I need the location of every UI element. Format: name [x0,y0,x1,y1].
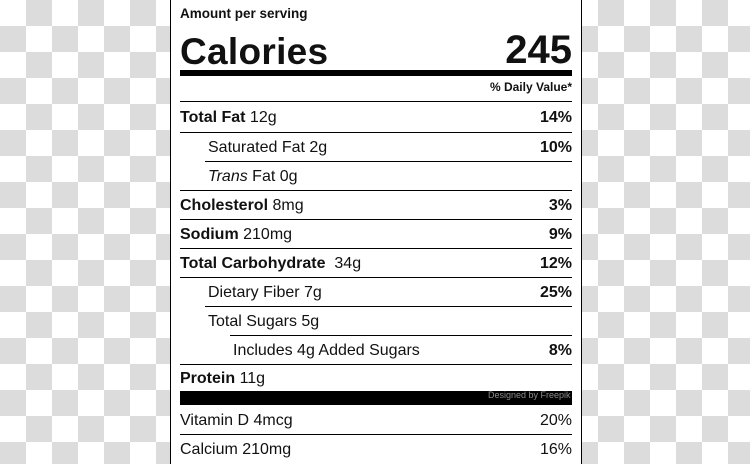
nutrition-facts-panel [170,0,582,464]
divider [205,306,572,307]
divider [180,190,572,191]
nutrient-amount: 12g [245,109,277,126]
daily-value-percent: 16% [539,441,572,458]
nutrient-row-protein: Protein 11g [180,365,572,393]
divider [205,161,572,162]
nutrient-row-total-carbohydrate: Total Carbohydrate 34g 12% [180,250,572,278]
nutrient-row-trans-fat: Trans Fat 0g [180,163,572,191]
daily-value-percent: 12% [539,255,572,272]
nutrient-row-vitamin-d: Vitamin D 4mcg 20% [180,407,572,435]
divider [230,335,572,336]
nutrient-row-total-sugars: Total Sugars 5g [180,308,572,336]
nutrient-amount: 11g [235,370,266,387]
thick-divider-protein [180,391,572,405]
nutrient-amount: 34g [325,255,362,272]
daily-value-percent: 9% [548,226,572,243]
nutrient-name: Total Carbohydrate [180,255,326,272]
daily-value-header: % Daily Value* [489,80,572,94]
nutrient-row-saturated-fat: Saturated Fat 2g 10% [180,134,572,162]
nutrient-name: Vitamin D 4mcg [180,412,293,429]
daily-value-percent: 8% [548,342,572,359]
daily-value-percent: 10% [539,139,572,156]
nutrient-name: Dietary Fiber 7g [208,284,322,301]
nutrient-name: Protein [180,370,236,387]
divider [180,248,572,249]
nutrient-name: Calcium 210mg [180,441,292,458]
nutrient-name: Saturated Fat 2g [208,139,328,156]
nutrient-row-dietary-fiber: Dietary Fiber 7g 25% [180,279,572,307]
nutrient-amount: 210mg [238,226,293,243]
nutrient-name: Sodium [180,226,239,243]
nutrient-amount: Fat 0g [247,168,298,185]
divider [180,219,572,220]
daily-value-percent: 14% [539,109,572,126]
divider [180,277,572,278]
nutrient-row-calcium: Calcium 210mg 16% [180,436,572,464]
daily-value-percent: 3% [548,197,572,214]
daily-value-percent: 25% [539,284,572,301]
divider [180,434,572,435]
nutrient-name: Total Sugars 5g [208,313,320,330]
calories-row: Calories 245 [180,24,572,70]
amount-per-serving: Amount per serving [180,6,308,21]
calories-label: Calories [180,31,329,72]
watermark-text: Designed by Freepik [488,390,571,400]
nutrient-name: Cholesterol [180,197,269,214]
nutrient-row-sodium: Sodium 210mg 9% [180,221,572,249]
divider [180,132,572,133]
nutrient-row-added-sugars: Includes 4g Added Sugars 8% [180,337,572,365]
nutrient-row-cholesterol: Cholesterol 8mg 3% [180,192,572,220]
nutrient-name: Includes 4g Added Sugars [233,342,420,359]
nutrient-name-italic: Trans [208,168,248,185]
nutrient-row-total-fat: Total Fat 12g 14% [180,104,572,132]
nutrient-amount: 8mg [268,197,304,214]
divider [180,101,572,102]
divider [180,364,572,365]
nutrient-name: Total Fat [180,109,246,126]
calories-value: 245 [505,28,572,72]
daily-value-percent: 20% [539,412,572,429]
thick-divider-calories [180,70,572,76]
